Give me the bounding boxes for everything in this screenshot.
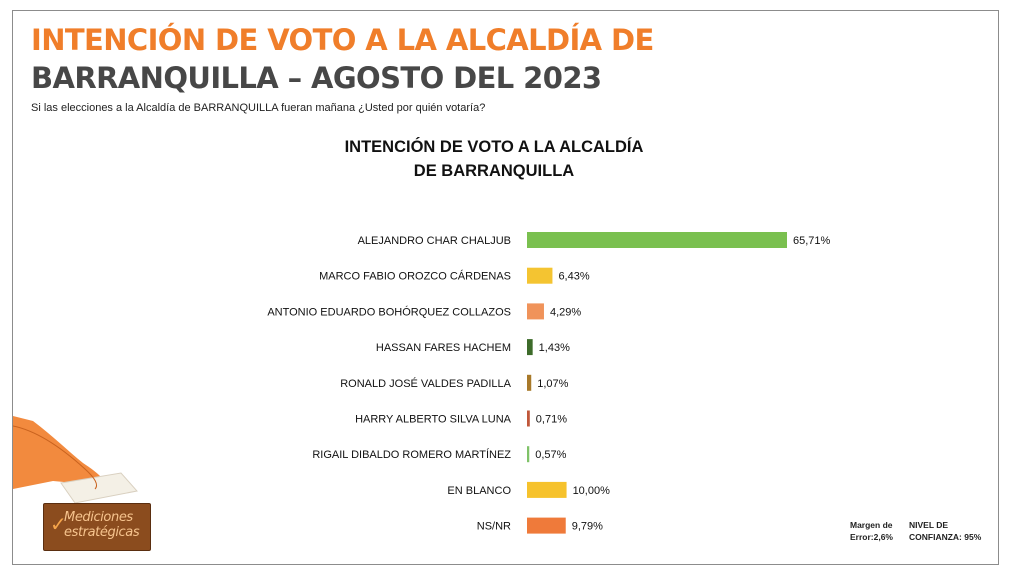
value-label: 10,00% bbox=[573, 485, 611, 497]
value-label: 4,29% bbox=[550, 306, 581, 318]
value-label: 9,79% bbox=[572, 521, 603, 533]
value-label: 65,71% bbox=[793, 235, 831, 247]
margin-of-error-note: Margen de Error:2,6% bbox=[850, 520, 893, 542]
chart-title-line-1: INTENCIÓN DE VOTO A LA ALCALDÍA bbox=[344, 138, 644, 156]
bar-chart: ALEJANDRO CHAR CHALJUB 65,71% MARCO FABIO … bbox=[13, 232, 831, 534]
value-label: 6,43% bbox=[558, 271, 589, 283]
slide-frame: INTENCIÓN DE VOTO A LA ALCALDÍA DE BARRA… bbox=[12, 10, 999, 565]
title-line-1: INTENCIÓN DE VOTO A LA ALCALDÍA DE bbox=[31, 23, 654, 57]
confidence-level-note: NIVEL DE CONFIANZA: 95% bbox=[909, 520, 982, 542]
bar bbox=[527, 517, 566, 534]
bar bbox=[527, 481, 567, 498]
chart-title: INTENCIÓN DE VOTO A LA ALCALDÍA DE BARRA… bbox=[311, 135, 677, 183]
bar bbox=[527, 446, 530, 463]
checkmark-icon: ✓ bbox=[50, 514, 67, 536]
title-line-2: BARRANQUILLA – AGOSTO DEL 2023 bbox=[31, 61, 602, 95]
value-label: 0,71% bbox=[536, 414, 567, 426]
category-label: HARRY ALBERTO SILVA LUNA bbox=[355, 414, 512, 426]
category-label: RONALD JOSÉ VALDES PADILLA bbox=[340, 377, 511, 390]
value-label: 1,43% bbox=[539, 342, 570, 354]
survey-question: Si las elecciones a la Alcaldía de BARRA… bbox=[31, 102, 486, 114]
bar bbox=[527, 232, 787, 248]
value-label: 1,07% bbox=[537, 378, 568, 390]
category-label: ALEJANDRO CHAR CHALJUB bbox=[358, 235, 511, 247]
ballot-box-logo: ✓ Mediciones estratégicas bbox=[43, 503, 151, 551]
logo-text: Mediciones estratégicas bbox=[64, 510, 140, 540]
category-label: EN BLANCO bbox=[447, 485, 511, 497]
hand-illustration bbox=[13, 416, 138, 504]
chart-title-line-2: DE BARRANQUILLA bbox=[413, 162, 575, 180]
category-label: MARCO FABIO OROZCO CÁRDENAS bbox=[319, 270, 511, 283]
bar bbox=[527, 303, 544, 320]
category-label: HASSAN FARES HACHEM bbox=[376, 342, 511, 354]
bar bbox=[527, 410, 530, 427]
category-label: RIGAIL DIBALDO ROMERO MARTÍNEZ bbox=[312, 448, 511, 461]
category-label: NS/NR bbox=[477, 521, 511, 533]
value-label: 0,57% bbox=[535, 449, 566, 461]
bar bbox=[527, 267, 553, 284]
bar bbox=[527, 374, 532, 391]
bar bbox=[527, 339, 533, 356]
category-label: ANTONIO EDUARDO BOHÓRQUEZ COLLAZOS bbox=[267, 305, 511, 318]
